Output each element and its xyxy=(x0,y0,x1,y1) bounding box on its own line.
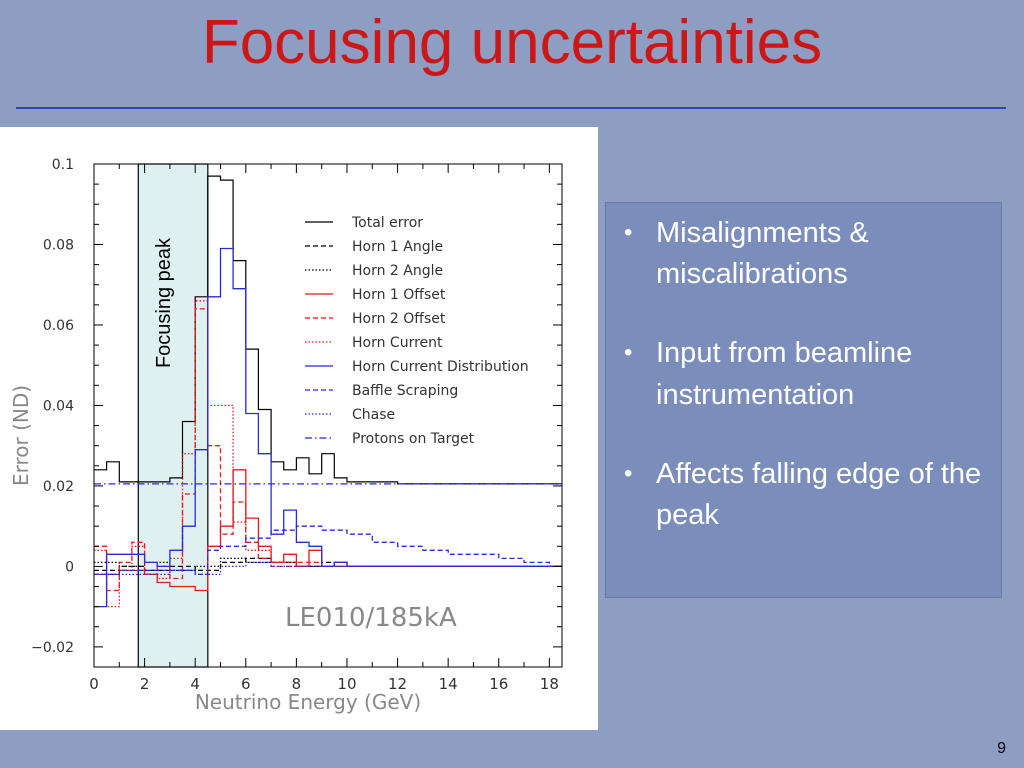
x-axis-label: Neutrino Energy (GeV) xyxy=(195,690,421,714)
legend-label: Horn 1 Angle xyxy=(352,239,443,255)
series-baffle-scraping xyxy=(94,525,562,576)
legend-label: Horn 2 Offset xyxy=(352,311,446,327)
plot-frame xyxy=(93,163,563,668)
config-annotation: LE010/185kA xyxy=(285,603,457,633)
error-chart: 0 2 4 6 8 10 12 14 16 18 −0.02 0 0.02 0.04 0.06 0.08 0.1… xyxy=(9,157,563,714)
x-tick-label: 4 xyxy=(190,675,200,693)
x-tick-label: 10 xyxy=(337,675,356,693)
legend-label: Total error xyxy=(351,215,423,231)
series-chase xyxy=(94,561,562,576)
y-tick-label: 0 xyxy=(65,559,74,575)
y-tick-label: 0.1 xyxy=(52,157,74,173)
legend-label: Horn Current Distribution xyxy=(352,359,529,375)
x-tick-label: 6 xyxy=(241,675,251,693)
legend-label: Horn 1 Offset xyxy=(352,287,446,303)
series-horn-current-distribution xyxy=(94,247,562,608)
y-axis-label: Error (ND) xyxy=(9,385,33,486)
bullet-text: Affects falling edge of the peak xyxy=(656,457,982,531)
bullet-dot-icon: • xyxy=(624,459,633,487)
y-tick-label: 0.08 xyxy=(43,237,74,253)
legend-label: Chase xyxy=(352,407,395,423)
y-tick-label: 0.02 xyxy=(43,479,74,495)
bullet-text: Input from beamline instrumentation xyxy=(656,337,913,411)
legend-label: Protons on Target xyxy=(352,431,475,447)
legend-label: Horn 2 Angle xyxy=(352,263,443,279)
y-tick-label: 0.04 xyxy=(43,398,74,414)
legend-label: Baffle Scraping xyxy=(352,383,458,399)
x-tick-label: 0 xyxy=(89,675,99,693)
chart-panel: 0 2 4 6 8 10 12 14 16 18 −0.02 0 0.02 0.04 0.06 0.08 0.1… xyxy=(0,127,598,730)
bullet-text: Misalignments & miscalibrations xyxy=(656,217,869,291)
x-tick-label: 18 xyxy=(540,675,559,693)
legend-label: Horn Current xyxy=(352,335,443,351)
bullet-item: • Affects falling edge of the peak xyxy=(606,454,1001,536)
slide-number: 9 xyxy=(997,740,1006,757)
slide-title: Focusing uncertainties xyxy=(201,8,823,77)
bullet-panel: • Misalignments & miscalibrations • Inpu… xyxy=(605,202,1002,598)
x-tick-label: 16 xyxy=(489,675,508,693)
y-tick-label: −0.02 xyxy=(31,640,74,656)
bullet-item: • Misalignments & miscalibrations xyxy=(606,213,1001,295)
bullet-list: • Misalignments & miscalibrations • Inpu… xyxy=(606,203,1001,536)
focusing-peak-label: Focusing peak xyxy=(153,237,175,368)
x-tick-label: 14 xyxy=(439,675,458,693)
x-tick-label: 12 xyxy=(388,675,407,693)
bullet-dot-icon: • xyxy=(624,219,633,246)
x-tick-label: 2 xyxy=(140,675,150,693)
bullet-item: • Input from beamline instrumentation xyxy=(606,333,1001,415)
title-divider xyxy=(16,107,1006,109)
series-total-error xyxy=(94,175,562,485)
x-tick-label: 8 xyxy=(292,675,302,693)
bullet-dot-icon: • xyxy=(624,339,633,367)
y-tick-label: 0.06 xyxy=(43,318,74,334)
focusing-peak-band xyxy=(137,163,209,668)
